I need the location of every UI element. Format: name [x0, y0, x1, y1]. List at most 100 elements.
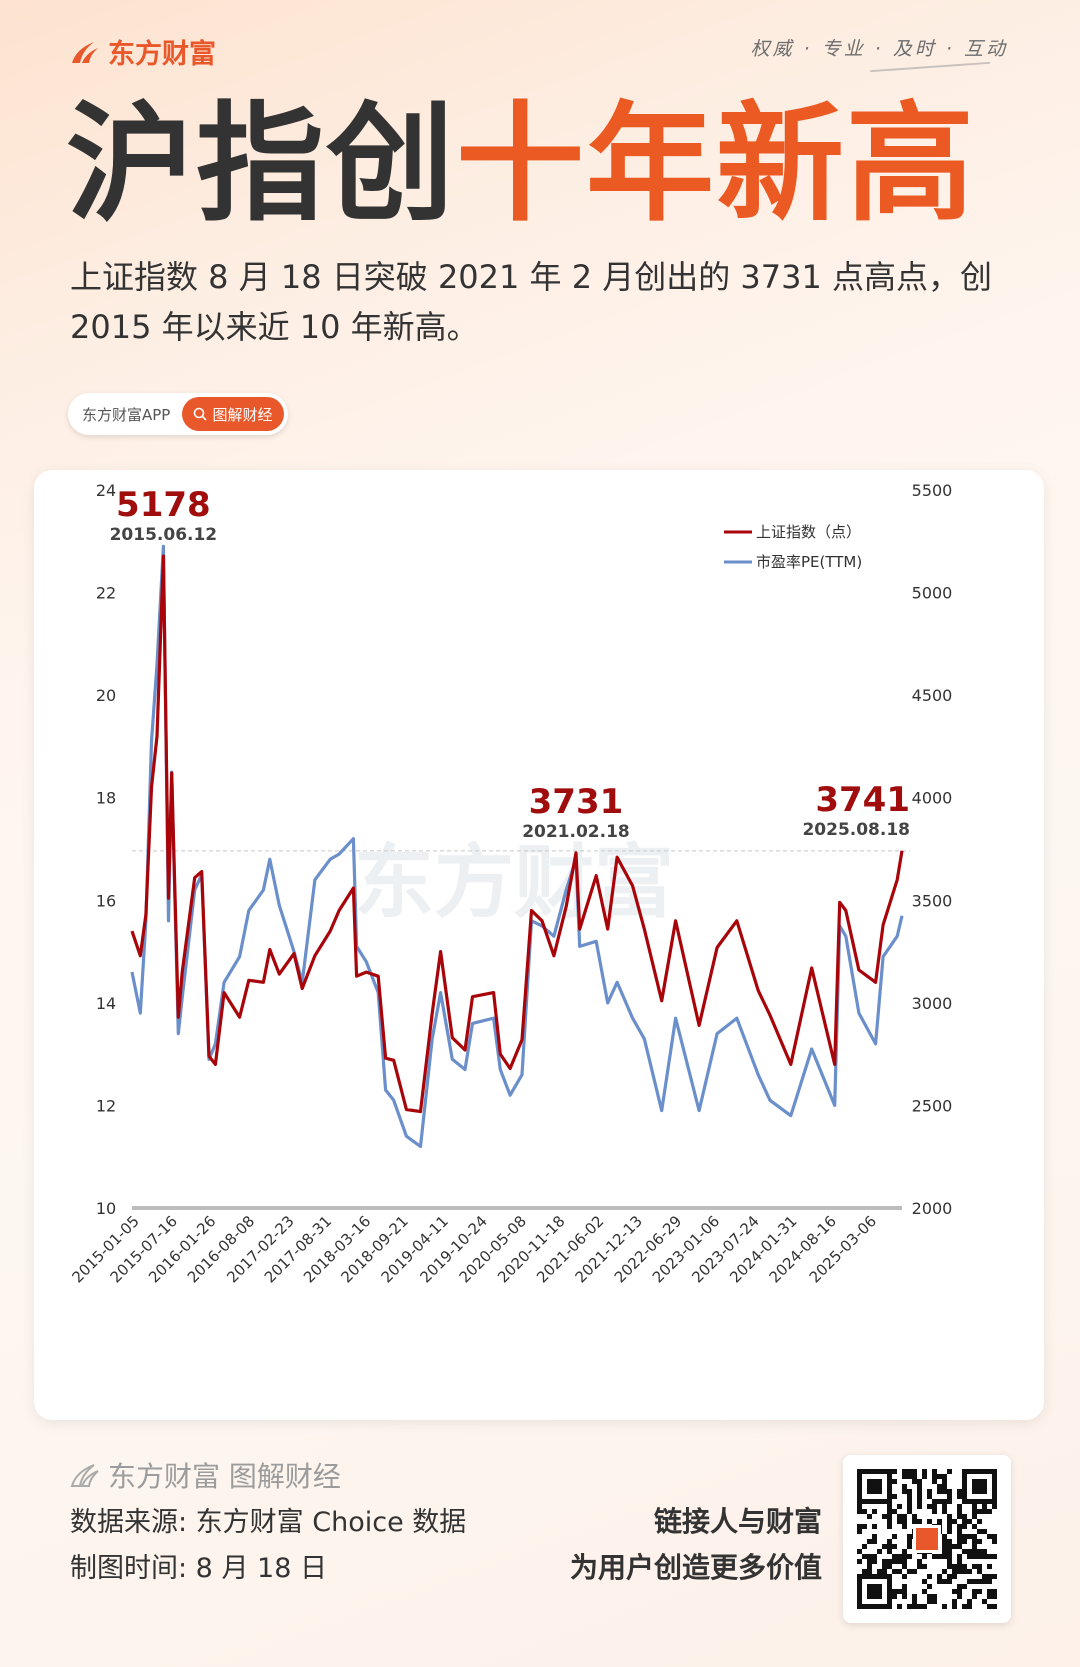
- tagline-underline: [870, 61, 990, 73]
- qr-module: [982, 1504, 987, 1509]
- qr-module: [892, 1569, 897, 1574]
- qr-module: [962, 1604, 967, 1609]
- qr-module: [922, 1469, 927, 1474]
- qr-module: [867, 1539, 872, 1544]
- qr-module: [977, 1589, 982, 1594]
- qr-module: [937, 1579, 942, 1584]
- qr-module: [912, 1569, 917, 1574]
- qr-module: [872, 1539, 877, 1544]
- qr-module: [942, 1569, 947, 1574]
- qr-module: [967, 1604, 972, 1609]
- qr-module: [897, 1569, 902, 1574]
- qr-module: [892, 1594, 897, 1599]
- qr-module: [952, 1604, 957, 1609]
- qr-module: [947, 1564, 952, 1569]
- app-search-pill[interactable]: 东方财富APP 图解财经: [68, 393, 288, 435]
- qr-module: [917, 1484, 922, 1489]
- qr-module: [942, 1549, 947, 1554]
- qr-module: [947, 1574, 952, 1579]
- qr-finder-core: [867, 1479, 882, 1494]
- qr-module: [902, 1584, 907, 1589]
- qr-module: [947, 1489, 952, 1494]
- qr-module: [857, 1509, 862, 1514]
- search-button[interactable]: 图解财经: [182, 397, 284, 431]
- qr-module: [902, 1469, 907, 1474]
- qr-finder-core: [867, 1584, 882, 1599]
- qr-module: [937, 1554, 942, 1559]
- qr-module: [972, 1594, 977, 1599]
- qr-module: [942, 1554, 947, 1559]
- qr-module: [932, 1474, 937, 1479]
- qr-module: [922, 1604, 927, 1609]
- qr-module: [962, 1524, 967, 1529]
- qr-module: [957, 1544, 962, 1549]
- qr-module: [932, 1594, 937, 1599]
- qr-module: [977, 1579, 982, 1584]
- annotation-date: 2025.08.18: [802, 820, 910, 840]
- qr-module: [872, 1524, 877, 1529]
- qr-module: [992, 1574, 997, 1579]
- qr-module: [912, 1514, 917, 1519]
- qr-module: [892, 1469, 897, 1474]
- annotation-value: 5178: [116, 485, 211, 525]
- qr-module: [972, 1539, 977, 1544]
- qr-module: [957, 1594, 962, 1599]
- line-chart: 东方财富 10 12 14 16 18 20 22 24 2000 2500 3000 3500 4000…: [68, 481, 953, 1286]
- qr-module: [932, 1479, 937, 1484]
- qr-module: [917, 1559, 922, 1564]
- qr-module: [892, 1589, 897, 1594]
- qr-module: [972, 1564, 977, 1569]
- qr-module: [907, 1474, 912, 1479]
- qr-module: [912, 1479, 917, 1484]
- series-line-index: [130, 554, 904, 1114]
- y-left-tick-label: 14: [96, 994, 116, 1013]
- qr-module: [897, 1514, 902, 1519]
- y-right-tick-label: 5000: [912, 584, 953, 603]
- qr-module: [937, 1574, 942, 1579]
- qr-module: [972, 1554, 977, 1559]
- qr-module: [957, 1564, 962, 1569]
- qr-module: [957, 1509, 962, 1514]
- qr-module: [912, 1469, 917, 1474]
- qr-module: [987, 1604, 992, 1609]
- qr-module: [867, 1559, 872, 1564]
- qr-module: [927, 1574, 932, 1579]
- qr-module: [902, 1549, 907, 1554]
- qr-module: [917, 1494, 922, 1499]
- qr-module: [957, 1559, 962, 1564]
- qr-module: [892, 1509, 897, 1514]
- qr-module: [862, 1569, 867, 1574]
- qr-module: [967, 1599, 972, 1604]
- qr-module: [982, 1599, 987, 1604]
- qr-module: [967, 1519, 972, 1524]
- qr-module: [992, 1604, 997, 1609]
- qr-module: [887, 1509, 892, 1514]
- legend-label: 上证指数（点）: [756, 523, 861, 541]
- qr-module: [917, 1604, 922, 1609]
- qr-module: [987, 1589, 992, 1594]
- qr-module: [947, 1494, 952, 1499]
- qr-module: [967, 1579, 972, 1584]
- qr-finder-core: [972, 1479, 987, 1494]
- qr-module: [942, 1474, 947, 1479]
- qr-module: [942, 1534, 947, 1539]
- qr-module: [892, 1544, 897, 1549]
- qr-module: [947, 1554, 952, 1559]
- qr-module: [887, 1519, 892, 1524]
- qr-module: [922, 1554, 927, 1559]
- qr-module: [907, 1494, 912, 1499]
- brand-logo-icon: [70, 1464, 99, 1487]
- qr-module: [982, 1554, 987, 1559]
- qr-module: [977, 1539, 982, 1544]
- qr-module: [932, 1509, 937, 1514]
- qr-module: [907, 1469, 912, 1474]
- qr-module: [947, 1524, 952, 1529]
- qr-module: [902, 1489, 907, 1494]
- qr-module: [912, 1474, 917, 1479]
- qr-module: [987, 1579, 992, 1584]
- qr-module: [947, 1549, 952, 1554]
- qr-module: [932, 1504, 937, 1509]
- qr-module: [932, 1599, 937, 1604]
- qr-module: [907, 1499, 912, 1504]
- y-right-tick-label: 2500: [912, 1096, 953, 1115]
